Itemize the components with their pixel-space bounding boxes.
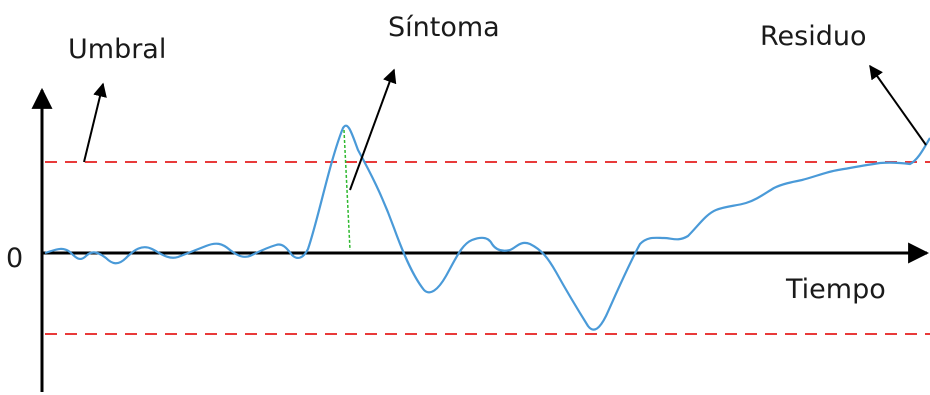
residual-curve [44,124,930,331]
threshold-label: Umbral [68,34,166,65]
residual-label: Residuo [760,21,867,52]
symptom-marker [343,129,351,251]
zero-label: 0 [6,243,23,274]
time-axis-label: Tiempo [785,274,886,305]
residual-pointer-arrow [869,64,927,146]
symptom-pointer-arrow [349,68,397,191]
threshold-pointer-arrow [83,82,107,163]
symptom-label: Síntoma [388,12,500,43]
